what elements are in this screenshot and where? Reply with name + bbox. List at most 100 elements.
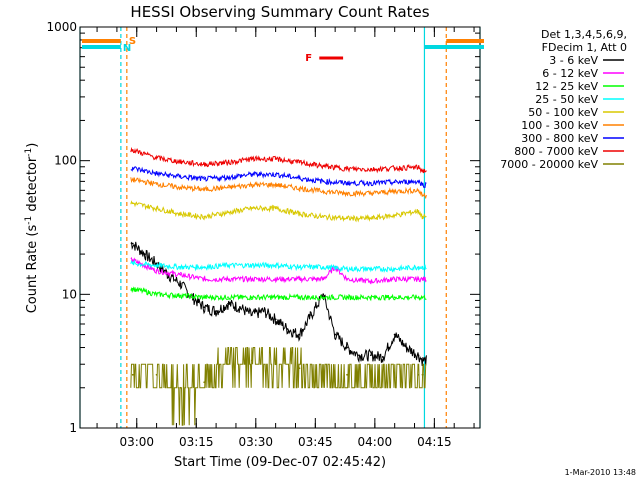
data-point <box>298 177 301 180</box>
x-tick-label: 03:45 <box>298 435 333 449</box>
data-point <box>393 214 396 217</box>
data-point <box>131 259 134 262</box>
data-point <box>227 278 229 281</box>
data-point <box>250 207 253 210</box>
data-point <box>346 267 348 270</box>
timestamp: 1-Mar-2010 13:48 <box>565 468 636 477</box>
legend-label: 300 - 800 keV <box>521 132 598 145</box>
data-point <box>322 278 325 281</box>
data-point <box>155 293 158 296</box>
data-point <box>179 294 182 297</box>
data-point <box>274 207 277 210</box>
data-point <box>227 296 229 299</box>
legend-label: 50 - 100 keV <box>528 106 598 119</box>
x-tick-label: 03:00 <box>119 435 154 449</box>
x-axis: 03:00 03:15 03:30 03:45 04:00 04:15 <box>96 27 475 449</box>
data-point <box>203 215 206 218</box>
data-point <box>421 215 424 218</box>
data-point <box>250 278 253 281</box>
data-point <box>203 306 206 309</box>
data-point <box>298 161 301 164</box>
legend-header: Det 1,3,4,5,6,9, <box>541 28 627 41</box>
data-point <box>421 359 424 362</box>
data-point <box>215 310 218 312</box>
data-point <box>274 296 277 299</box>
data-point <box>274 264 277 267</box>
y-axis-label: Count Rate (s-1 detector-1) <box>24 143 40 314</box>
legend-header: FDecim 1, Att 0 <box>542 41 627 54</box>
data-point <box>369 182 372 184</box>
data-point <box>298 187 301 190</box>
data-point <box>155 264 158 267</box>
data-point <box>131 262 134 265</box>
data-point <box>417 189 420 192</box>
night-marker-label: N <box>123 43 131 54</box>
series-line <box>130 259 427 273</box>
data-point <box>131 167 134 169</box>
y-tick-label: 1000 <box>46 20 77 34</box>
data-point <box>250 296 253 299</box>
data-point <box>358 354 360 357</box>
data-point <box>179 160 182 163</box>
data-point <box>322 293 325 296</box>
y-tick-label: 10 <box>62 287 77 301</box>
data-point <box>310 314 313 316</box>
data-point <box>250 359 253 362</box>
data-point <box>274 318 277 321</box>
data-point <box>346 192 348 195</box>
data-point <box>250 173 253 176</box>
data-point <box>417 373 420 376</box>
data-point <box>421 278 424 281</box>
data-point <box>322 180 325 183</box>
plot-frame <box>79 26 481 429</box>
data-point <box>334 333 337 336</box>
legend-label: 7000 - 20000 keV <box>500 158 598 171</box>
data-point <box>227 176 229 179</box>
x-axis-label: Start Time (09-Dec-07 02:45:42) <box>174 455 386 470</box>
data-point <box>393 333 396 336</box>
data-point <box>227 363 229 366</box>
data-point <box>131 178 134 181</box>
data-point <box>131 287 134 290</box>
data-point <box>393 181 396 184</box>
data-point <box>250 264 253 267</box>
data-point <box>421 169 424 172</box>
y-tick-label: 100 <box>54 154 77 168</box>
data-point <box>179 212 182 215</box>
data-point <box>298 296 301 299</box>
data-point <box>274 173 277 176</box>
data-point <box>322 190 325 193</box>
series-line <box>130 200 427 223</box>
data-point <box>417 278 420 281</box>
data-point <box>322 371 325 374</box>
data-point <box>346 296 348 299</box>
data-point <box>179 266 182 268</box>
data-point <box>203 381 206 384</box>
data-point <box>393 167 396 169</box>
legend-label: 3 - 6 keV <box>549 54 598 67</box>
x-tick-label: 03:30 <box>238 435 273 449</box>
legend-label: 100 - 300 keV <box>521 119 598 132</box>
data-point <box>369 267 372 270</box>
data-point <box>381 356 384 358</box>
data-point <box>322 266 325 268</box>
data-point <box>369 217 372 220</box>
data-point <box>155 183 158 185</box>
data-point <box>203 178 206 180</box>
series-line <box>130 146 427 174</box>
legend-label: 6 - 12 keV <box>542 67 598 80</box>
data-point <box>346 182 348 184</box>
data-point <box>227 161 229 164</box>
data-point <box>346 167 348 170</box>
data-point <box>417 354 420 357</box>
data-point <box>417 266 420 268</box>
data-point <box>262 310 265 312</box>
data-point <box>155 373 158 376</box>
legend-label: 25 - 50 keV <box>535 93 598 106</box>
data-point <box>346 278 348 281</box>
x-tick-label: 03:15 <box>179 435 214 449</box>
data-point <box>227 264 229 267</box>
data-point <box>346 373 348 376</box>
data-point <box>203 266 206 268</box>
data-point <box>393 267 396 270</box>
